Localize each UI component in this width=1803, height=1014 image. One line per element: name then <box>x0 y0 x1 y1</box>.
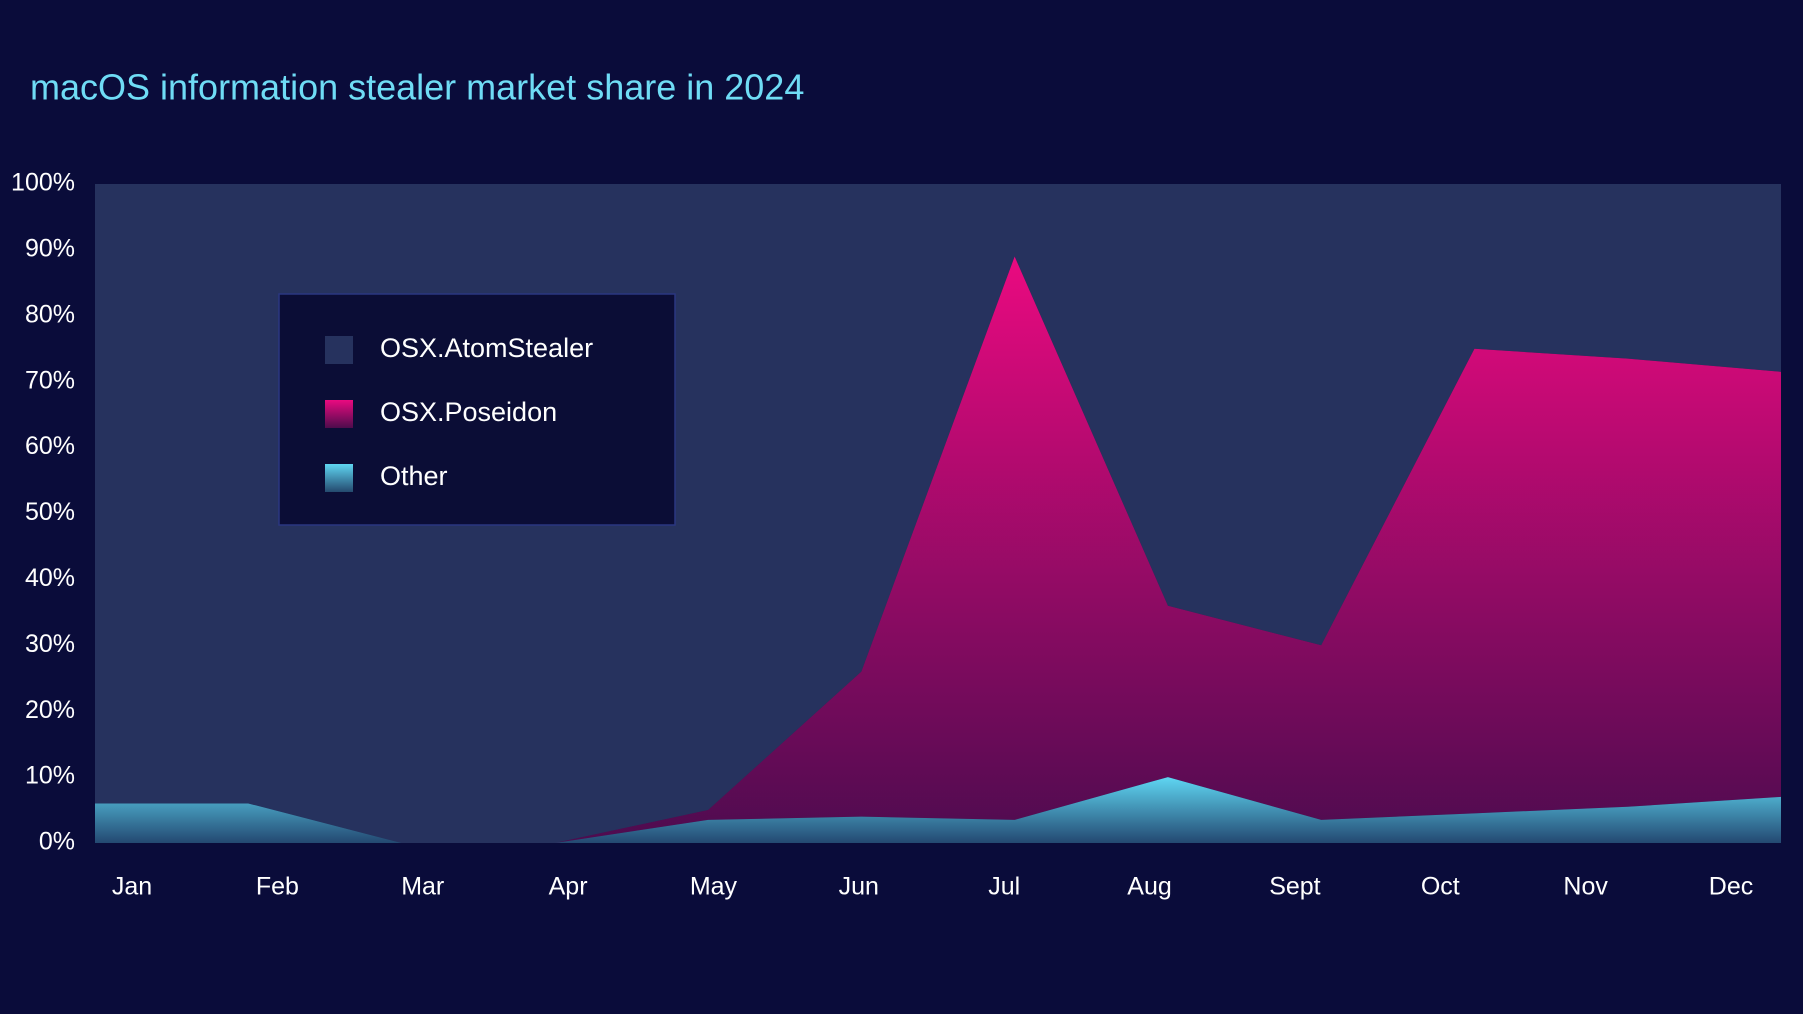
x-tick-label: Apr <box>549 873 588 901</box>
x-tick-label: Dec <box>1709 873 1753 901</box>
area <box>95 256 1781 843</box>
x-tick-label: Oct <box>1421 873 1460 901</box>
legend-swatch <box>325 400 353 428</box>
x-tick-label: Jan <box>112 873 152 901</box>
y-tick-label: 0% <box>39 828 75 856</box>
y-tick-label: 70% <box>25 366 75 394</box>
x-tick-label: Aug <box>1127 873 1171 901</box>
chart-title: macOS information stealer market share i… <box>30 67 804 108</box>
y-tick-label: 40% <box>25 564 75 592</box>
legend-swatch <box>325 464 353 492</box>
y-tick-label: 60% <box>25 432 75 460</box>
x-tick-label: Nov <box>1563 873 1608 901</box>
y-tick-label: 20% <box>25 696 75 724</box>
legend-swatch <box>325 336 353 364</box>
legend: OSX.AtomStealer OSX.Poseidon Other <box>278 293 676 526</box>
x-tick-label: Feb <box>256 873 299 901</box>
area <box>95 777 1781 843</box>
y-tick-label: 100% <box>11 169 75 197</box>
y-tick-label: 50% <box>25 498 75 526</box>
legend-label: OSX.Poseidon <box>380 397 557 427</box>
x-tick-label: Jul <box>988 873 1020 901</box>
legend-label: OSX.AtomStealer <box>380 333 593 363</box>
x-tick-label: Sept <box>1269 873 1320 901</box>
y-tick-label: 90% <box>25 235 75 263</box>
y-tick-label: 10% <box>25 762 75 790</box>
x-tick-label: May <box>690 873 738 901</box>
x-tick-label: Mar <box>401 873 444 901</box>
legend-label: Other <box>380 461 448 491</box>
y-tick-label: 80% <box>25 300 75 328</box>
x-tick-label: Jun <box>839 873 879 901</box>
y-tick-label: 30% <box>25 630 75 658</box>
